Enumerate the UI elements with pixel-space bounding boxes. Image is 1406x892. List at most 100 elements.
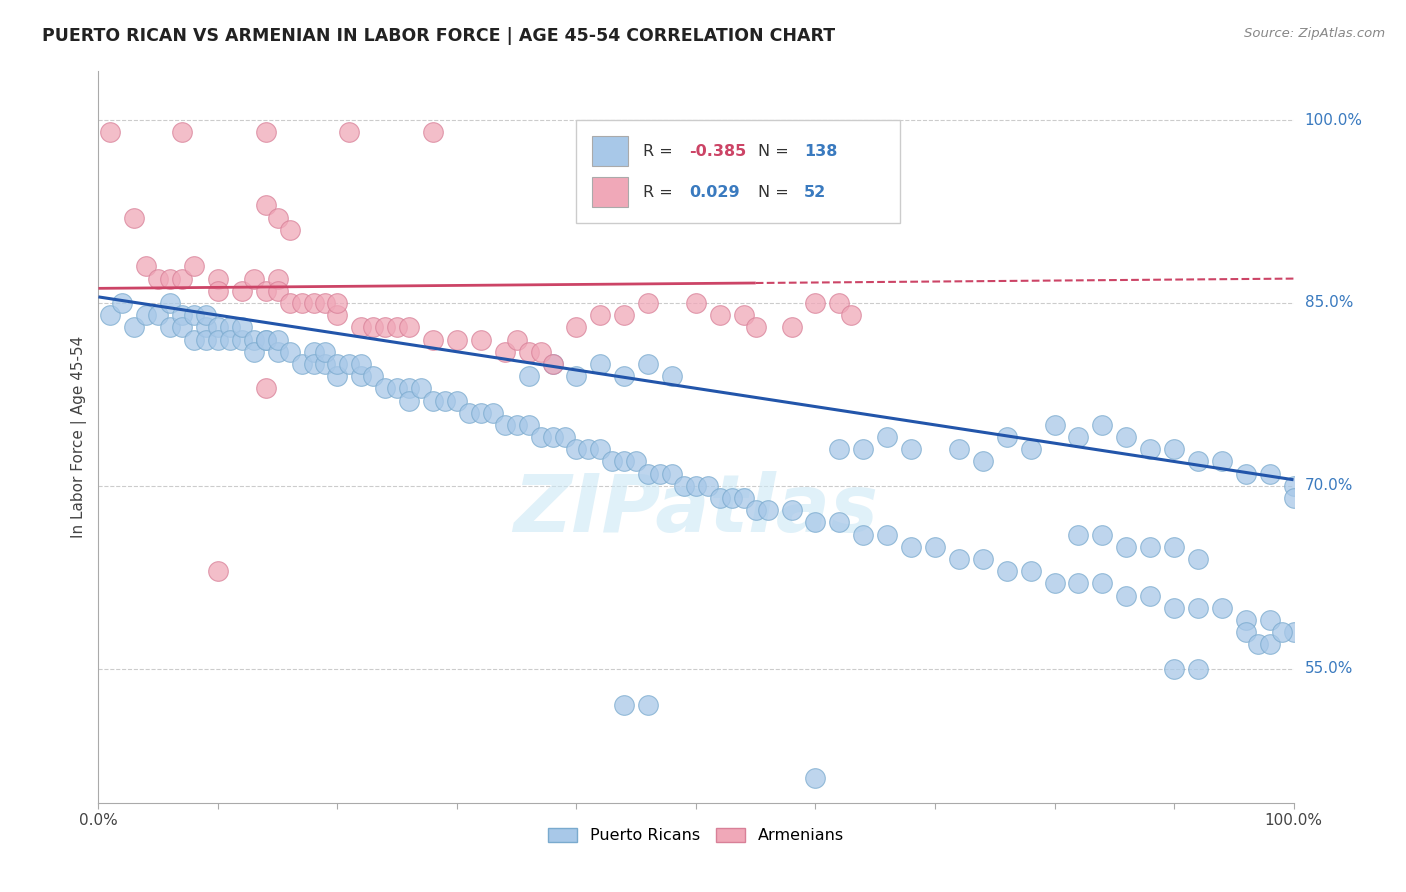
Point <box>326 296 349 310</box>
Point <box>1258 467 1281 481</box>
Point <box>458 406 481 420</box>
Point <box>876 430 898 444</box>
Point <box>1282 625 1305 640</box>
Point <box>1115 540 1137 554</box>
Point <box>1234 613 1257 627</box>
Text: 0.029: 0.029 <box>689 185 740 200</box>
Text: 70.0%: 70.0% <box>1305 478 1353 493</box>
Point <box>673 479 696 493</box>
Point <box>685 479 707 493</box>
Point <box>613 369 636 384</box>
Point <box>1258 637 1281 651</box>
Point <box>828 442 851 457</box>
Point <box>637 698 659 713</box>
Point <box>1163 442 1185 457</box>
Point <box>709 491 731 505</box>
Point <box>804 772 827 786</box>
Point <box>1091 527 1114 541</box>
Point <box>363 320 385 334</box>
Point <box>172 125 194 139</box>
Point <box>254 381 277 395</box>
Point <box>589 442 612 457</box>
Point <box>326 369 349 384</box>
Point <box>626 454 648 468</box>
Point <box>745 503 768 517</box>
Point <box>315 357 337 371</box>
Point <box>195 333 218 347</box>
Text: 85.0%: 85.0% <box>1305 295 1353 310</box>
Point <box>1043 417 1066 432</box>
Point <box>1019 442 1042 457</box>
Point <box>183 308 205 322</box>
Point <box>243 271 266 285</box>
Point <box>278 296 301 310</box>
Point <box>278 223 301 237</box>
Point <box>254 284 277 298</box>
Point <box>124 211 146 225</box>
Y-axis label: In Labor Force | Age 45-54: In Labor Force | Age 45-54 <box>72 336 87 538</box>
Point <box>195 308 218 322</box>
Point <box>637 467 659 481</box>
Point <box>1067 527 1090 541</box>
Point <box>326 357 349 371</box>
Point <box>972 552 994 566</box>
Text: Source: ZipAtlas.com: Source: ZipAtlas.com <box>1244 27 1385 40</box>
Point <box>756 503 779 517</box>
Point <box>470 333 492 347</box>
Point <box>589 357 612 371</box>
Point <box>494 417 516 432</box>
Point <box>254 333 277 347</box>
Point <box>1067 576 1090 591</box>
Point <box>804 125 827 139</box>
Point <box>530 430 553 444</box>
Point <box>1234 625 1257 640</box>
Point <box>339 125 361 139</box>
Point <box>733 491 755 505</box>
Point <box>517 344 540 359</box>
Point <box>291 296 314 310</box>
Point <box>350 357 373 371</box>
Point <box>1139 589 1161 603</box>
Point <box>111 296 134 310</box>
Point <box>267 344 290 359</box>
Point <box>1163 600 1185 615</box>
Point <box>422 125 444 139</box>
Point <box>1271 625 1294 640</box>
Point <box>124 320 146 334</box>
Point <box>339 357 361 371</box>
Point <box>481 406 505 420</box>
Point <box>326 308 349 322</box>
Point <box>804 516 827 530</box>
Point <box>721 491 744 505</box>
Point <box>1211 454 1233 468</box>
Text: 100.0%: 100.0% <box>1305 112 1362 128</box>
Point <box>1258 613 1281 627</box>
Point <box>207 333 229 347</box>
Point <box>613 308 636 322</box>
Point <box>602 454 624 468</box>
Point <box>385 320 409 334</box>
Point <box>1067 430 1090 444</box>
Point <box>422 393 444 408</box>
Point <box>148 271 170 285</box>
Point <box>243 344 266 359</box>
Point <box>243 333 266 347</box>
Point <box>506 333 529 347</box>
Point <box>661 467 683 481</box>
Point <box>446 333 468 347</box>
Text: 55.0%: 55.0% <box>1305 661 1353 676</box>
Point <box>530 344 553 359</box>
Point <box>398 381 420 395</box>
Point <box>302 296 325 310</box>
Point <box>267 333 290 347</box>
Point <box>828 296 851 310</box>
Point <box>422 333 444 347</box>
Point <box>411 381 433 395</box>
Text: 138: 138 <box>804 144 838 159</box>
Point <box>565 320 588 334</box>
Point <box>278 344 301 359</box>
Text: R =: R = <box>643 185 678 200</box>
Point <box>1139 442 1161 457</box>
Point <box>470 406 492 420</box>
Point <box>363 369 385 384</box>
